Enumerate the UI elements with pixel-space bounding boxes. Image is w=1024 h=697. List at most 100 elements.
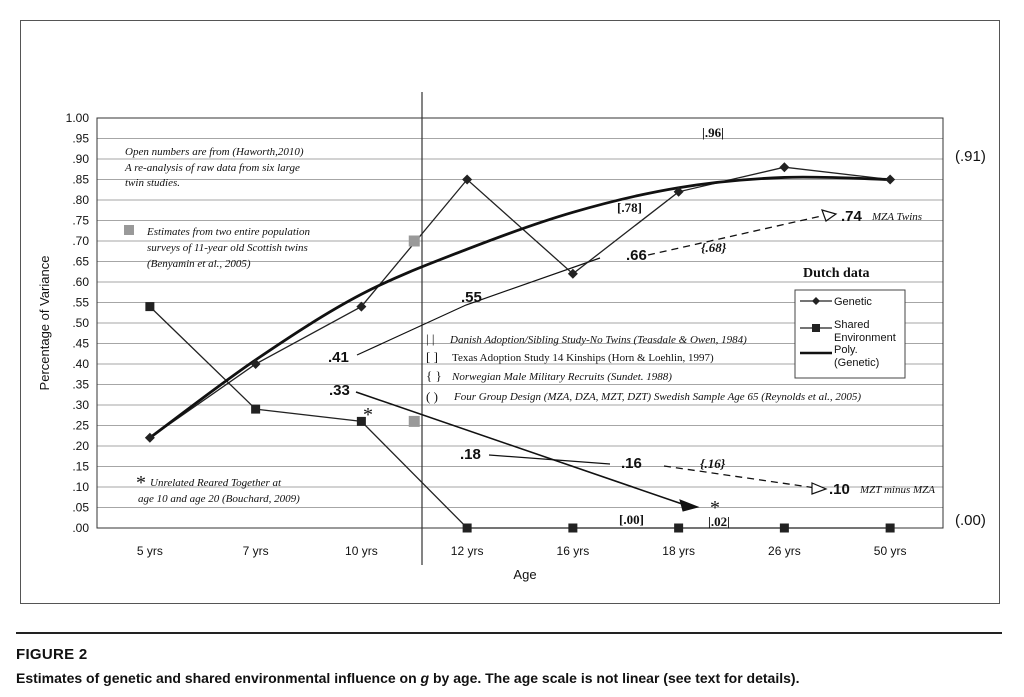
x-tick-label: 7 yrs [243,544,269,558]
point-shared-environment [779,523,789,533]
y-tick-label: .95 [72,132,89,146]
key-texas-text: Texas Adoption Study 14 Kinships (Horn &… [452,352,714,364]
series-line-poly-genetic [149,175,891,439]
legend-shared-marker [812,324,820,332]
mzt-dashed-line [663,465,817,489]
caption-text-end: by age. The age scale is not linear (see… [429,670,800,686]
caption-text-start: Estimates of genetic and shared environm… [16,670,421,686]
y-tick-label: .15 [72,460,89,474]
unrelated-note-line2: age 10 and age 20 (Bouchard, 2009) [138,493,300,505]
x-tick-label: 18 yrs [662,544,695,558]
y-tick-label: 1.00 [66,111,90,125]
y-tick-label: .05 [72,501,89,515]
mzt-solid-line [488,454,611,465]
legend-label-line: Poly. [834,344,858,356]
legend-shared-label: Shared Environment [834,319,896,344]
y-tick-label: .75 [72,214,89,228]
scottish-estimate-marker [408,235,420,247]
point-shared-environment [674,523,684,533]
y-tick-label: .25 [72,419,89,433]
point-shared-environment [145,302,155,312]
y-tick-label: .00 [72,521,89,535]
x-tick-label: 16 yrs [557,544,590,558]
y-tick-labels: .00 .05 .10 .15 .20 .25 .30 .35 .40 .45 .50 .55 .60.… [66,111,90,535]
value-55: .55 [461,289,482,306]
key-danish-symbol: | | [426,331,434,346]
point-genetic [356,301,367,312]
point-genetic [144,432,155,443]
scottish-note-line2: surveys of 11-year old Scottish twins [147,242,308,254]
value-96: |.96| [702,125,724,140]
legend-genetic-label: Genetic [834,296,872,308]
open-numbers-note-line3: twin studies. [125,177,180,189]
value-74: .74 [841,208,863,225]
y-tick-label: .60 [72,275,89,289]
key-four-symbol: ( ) [426,389,438,404]
shared-star: * [363,404,373,426]
legend-genetic-marker [812,297,820,305]
value-02: |.02| [708,514,730,529]
point-shared-environment [462,523,472,533]
y-tick-label: .20 [72,439,89,453]
mzt-minus-mza-label: MZT minus MZA [859,484,935,496]
y-tick-label: .80 [72,193,89,207]
dutch-data-label: Dutch data [803,266,870,281]
mzt-dashed-arrow-head [811,482,828,495]
point-shared-environment [568,523,578,533]
point-genetic [885,174,896,185]
key-texas-symbol: [ ] [426,349,438,364]
legend-poly-label: Poly. (Genetic) [834,344,879,369]
x-tick-label: 26 yrs [768,544,801,558]
point-genetic [567,268,578,279]
value-78: [.78] [617,200,642,215]
mza-trend-line [356,257,601,356]
right-label-bottom: (.00) [955,512,986,529]
open-numbers-note-line2: A re-analysis of raw data from six large [124,162,300,174]
value-33: .33 [329,382,350,399]
scottish-estimate-marker [408,415,420,427]
annotation-texts: Open numbers are from (Haworth,2010) A r… [124,125,986,529]
unrelated-note-line1: Unrelated Reared Together at [150,477,282,489]
x-tick-label: 12 yrs [451,544,484,558]
x-tick-label: 5 yrs [137,544,163,558]
y-tick-label: .85 [72,173,89,187]
legend: Genetic Shared Environment Poly. (Genetic) [794,289,906,379]
unrelated-star: * [136,472,146,494]
caption-rule [16,632,1002,634]
y-tick-label: .35 [72,378,89,392]
legend-label-line: (Genetic) [834,357,879,369]
point-genetic [462,174,473,185]
point-genetic [779,162,790,173]
figure-frame [20,20,1000,604]
markers [144,162,896,533]
figure-caption: Estimates of genetic and shared environm… [16,670,799,686]
x-tick-label: 50 yrs [874,544,907,558]
mza-dashed-line [647,214,827,256]
right-label-top: (.91) [955,148,986,165]
y-tick-label: .50 [72,316,89,330]
y-tick-label: .45 [72,337,89,351]
legend-label-line: Shared [834,319,869,331]
mzt-arrow-line [355,391,689,507]
point-shared-environment [885,523,895,533]
key-norwegian-symbol: { } [426,368,442,383]
x-axis-label: Age [513,567,536,582]
mzt-arrow-head [679,499,700,512]
y-axis-label: Percentage of Variance [37,256,52,391]
value-00: [.00] [619,512,644,527]
y-tick-label: .40 [72,357,89,371]
value-16-braces: {.16} [700,456,726,471]
legend-box [794,289,906,379]
value-18: .18 [460,446,481,463]
x-tick-labels: 5 yrs 7 yrs 10 yrs 12 yrs 16 yrs 18 yrs 26 yrs… [137,544,907,558]
value-66: .66 [626,247,647,264]
mza-arrow-head [821,209,838,222]
point-genetic [673,186,684,197]
value-10: .10 [829,481,850,498]
series-line-shared-environment [149,306,891,529]
mza-twins-label: MZA Twins [871,211,922,223]
open-numbers-note-line1: Open numbers are from (Haworth,2010) [125,146,304,158]
y-tick-label: .10 [72,480,89,494]
annotation-lines [355,209,838,512]
